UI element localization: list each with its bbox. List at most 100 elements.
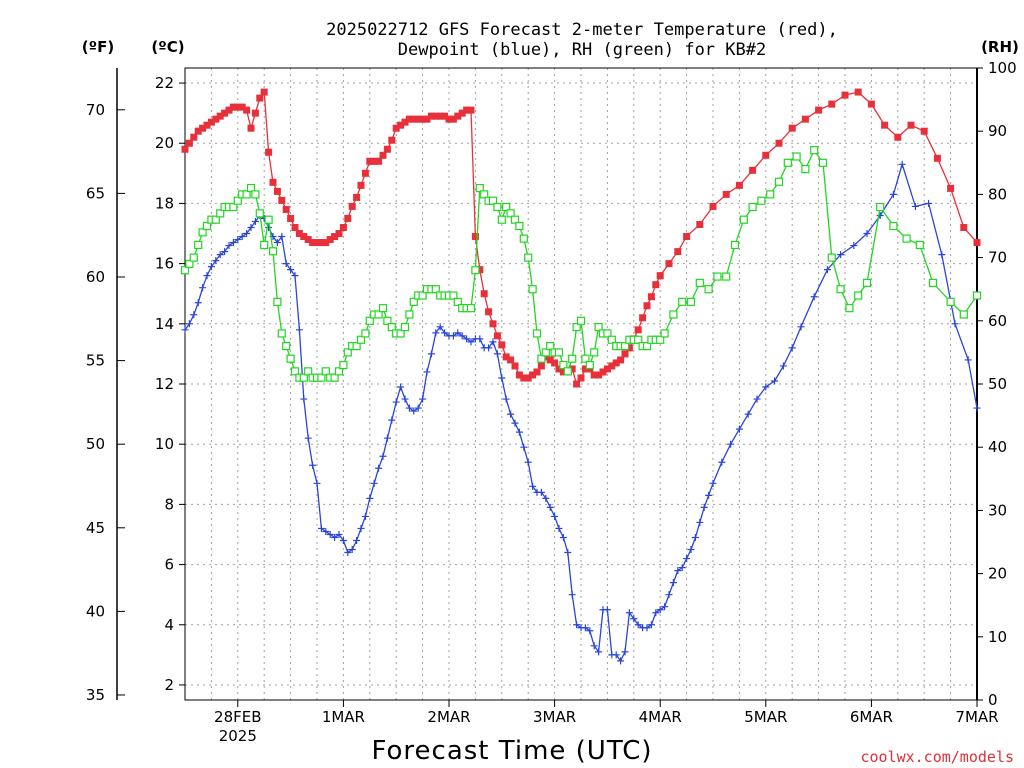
temperature-point xyxy=(207,118,215,126)
rh-point xyxy=(211,215,220,224)
dewpoint-point xyxy=(423,368,431,376)
dewpoint-point xyxy=(771,377,779,385)
temperature-point xyxy=(291,224,299,232)
dewpoint-point xyxy=(951,320,959,328)
dewpoint-point xyxy=(278,233,286,241)
rh-point xyxy=(801,165,810,174)
dewpoint-point xyxy=(419,395,427,403)
dewpoint-point xyxy=(634,621,642,629)
rh-axis-label: (RH) xyxy=(981,38,1019,56)
rh-point xyxy=(396,329,405,338)
temperature-point xyxy=(366,157,374,165)
rh-tick-label: 20 xyxy=(988,565,1007,583)
rh-point xyxy=(972,291,982,300)
x-tick-label: 3MAR xyxy=(533,708,576,726)
rh-point xyxy=(189,253,198,262)
rh-point xyxy=(273,297,282,306)
rh-tick-label: 80 xyxy=(988,185,1007,203)
rh-tick-label: 70 xyxy=(988,249,1007,267)
temperature-point xyxy=(511,362,519,370)
rh-point xyxy=(361,329,370,338)
temperature-point xyxy=(423,115,431,123)
rh-point xyxy=(365,316,374,325)
temperature-point xyxy=(854,88,862,96)
fahrenheit-tick-label: 40 xyxy=(86,602,105,620)
rh-point xyxy=(339,360,348,370)
dewpoint-point xyxy=(326,530,334,538)
dewpoint-point xyxy=(652,609,660,617)
temperature-point xyxy=(881,121,889,129)
rh-point xyxy=(198,228,207,237)
rh-point xyxy=(334,367,344,376)
temperature-point xyxy=(194,127,202,135)
dewpoint-point xyxy=(524,458,532,466)
temperature-point xyxy=(762,151,770,159)
rh-point xyxy=(563,367,572,376)
dewpoint-point xyxy=(221,248,229,256)
temperature-point xyxy=(414,115,422,123)
dewpoint-point xyxy=(194,299,202,307)
dewpoint-point xyxy=(911,202,919,210)
dewpoint-point xyxy=(876,211,884,219)
rh-point xyxy=(277,329,286,338)
dewpoint-point xyxy=(392,398,400,406)
dewpoint-point xyxy=(507,410,515,418)
dewpoint-point xyxy=(225,242,233,250)
celsius-tick-label: 2 xyxy=(164,676,174,694)
temperature-point xyxy=(313,239,321,247)
fahrenheit-axis-label: (ºF) xyxy=(82,38,114,56)
rh-point xyxy=(343,348,352,357)
rh-point xyxy=(233,196,242,205)
dewpoint-point xyxy=(181,326,189,334)
temperature-point xyxy=(304,236,312,244)
temperature-point xyxy=(546,356,554,364)
rh-point xyxy=(607,335,616,344)
rh-point xyxy=(449,291,458,300)
rh-point xyxy=(506,209,515,218)
temperature-point xyxy=(427,112,435,120)
x-tick-label: 4MAR xyxy=(639,708,682,726)
temperature-point xyxy=(933,154,941,162)
temperature-point xyxy=(749,166,757,174)
rh-point xyxy=(304,367,313,376)
temperature-point xyxy=(621,350,629,358)
rh-tick-label: 100 xyxy=(988,59,1017,77)
dewpoint-point xyxy=(586,627,594,635)
temperature-point xyxy=(335,230,343,238)
credit-label: coolwx.com/models xyxy=(860,748,1014,766)
dewpoint-point xyxy=(683,555,691,563)
temperature-point xyxy=(388,136,396,144)
temperature-point xyxy=(216,112,224,120)
dewpoint-point xyxy=(837,251,845,259)
rh-point xyxy=(317,373,326,382)
rh-tick-label: 90 xyxy=(988,122,1007,140)
rh-tick-label: 60 xyxy=(988,312,1007,330)
dewpoint-point xyxy=(647,621,655,629)
dewpoint-point xyxy=(287,266,295,274)
grid xyxy=(185,68,977,700)
chart-title-line-2: Dewpoint (blue), RH (green) for KB#2 xyxy=(398,40,766,60)
temperature-point xyxy=(973,239,981,247)
rh-point xyxy=(590,348,599,357)
rh-point xyxy=(528,285,537,294)
temperature-point xyxy=(256,94,264,102)
x-tick-sublabel: 2025 xyxy=(219,727,257,745)
rh-point xyxy=(299,373,308,382)
fahrenheit-tick-label: 55 xyxy=(86,352,105,370)
dewpoint-point xyxy=(458,332,466,340)
rh-point xyxy=(466,304,476,313)
dewpoint-point xyxy=(537,488,545,496)
rh-point xyxy=(400,323,410,332)
dewpoint-point xyxy=(823,266,831,274)
rh-point xyxy=(286,354,295,363)
rh-point xyxy=(704,285,713,294)
temperature-point xyxy=(339,224,347,232)
temperature-point xyxy=(229,103,237,111)
rh-point xyxy=(321,367,330,376)
rh-point xyxy=(660,329,669,338)
rh-point xyxy=(572,323,581,332)
dewpoint-point xyxy=(476,335,484,343)
dewpoint-point xyxy=(546,503,554,511)
rh-point xyxy=(264,215,273,224)
dewpoint-point xyxy=(291,272,299,280)
